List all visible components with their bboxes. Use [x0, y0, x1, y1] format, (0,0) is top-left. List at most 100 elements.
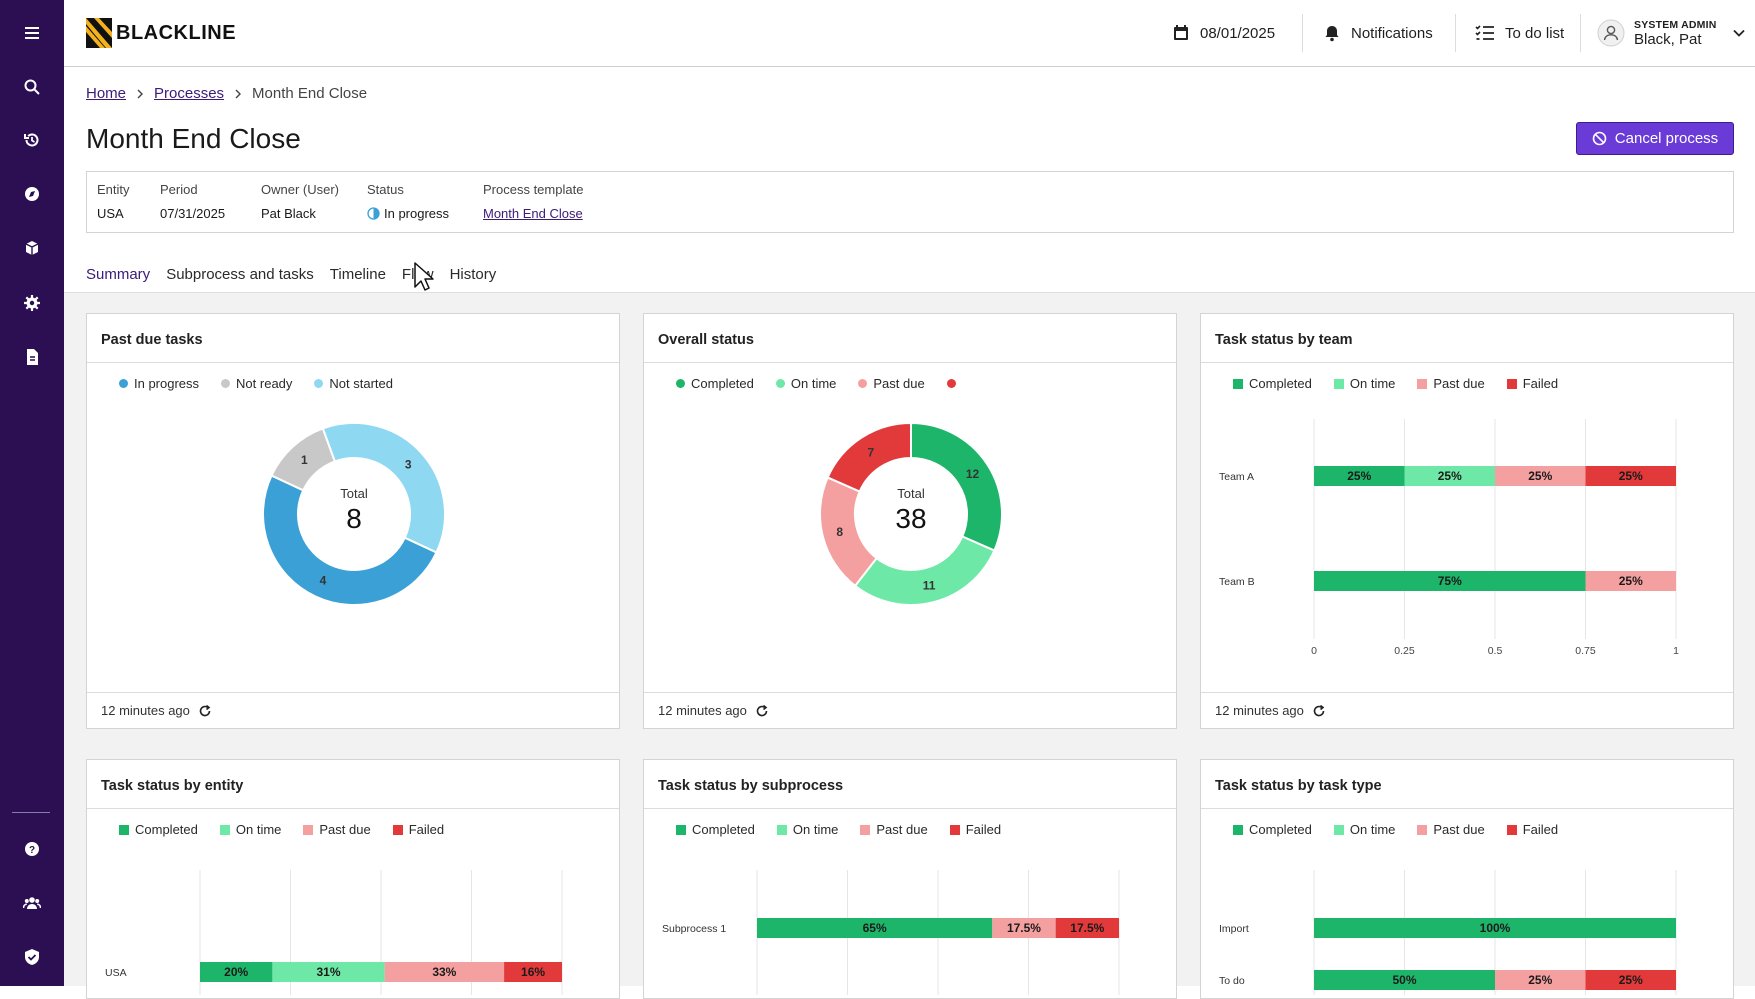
legend-item[interactable]: Failed [392, 822, 444, 837]
legend-swatch [1333, 824, 1344, 835]
card-footer: 12 minutes ago [87, 692, 619, 728]
refresh-icon[interactable] [1312, 704, 1326, 718]
bar-segment[interactable] [1585, 970, 1677, 990]
donut-chart: 4 1 3 Total 8 [262, 422, 446, 606]
legend-item[interactable]: On time [219, 822, 281, 837]
chevron-down-icon [1732, 29, 1745, 37]
bar-segment[interactable] [272, 962, 385, 982]
bar-segment[interactable] [200, 962, 273, 982]
todo-label: To do list [1505, 24, 1565, 42]
user-menu[interactable]: SYSTEM ADMIN Black, Pat [1597, 0, 1746, 66]
x-tick-label: 1 [1673, 645, 1679, 657]
legend-item[interactable]: Failed [1506, 822, 1558, 837]
bar-segment[interactable] [1314, 918, 1676, 938]
legend-swatch [1333, 378, 1344, 389]
document-icon[interactable] [18, 343, 46, 371]
breadcrumb-current: Month End Close [252, 85, 368, 102]
bar-segment[interactable] [1404, 466, 1496, 486]
legend-item[interactable]: Completed [676, 376, 754, 391]
legend-swatch [1506, 824, 1517, 835]
donut-slice[interactable] [819, 476, 879, 588]
tab-timeline[interactable]: Timeline [329, 266, 386, 283]
donut-slice[interactable] [321, 422, 446, 554]
donut-slice[interactable] [262, 474, 438, 606]
legend-item[interactable]: On time [1333, 376, 1395, 391]
legend-item[interactable]: On time [775, 376, 836, 391]
legend-label: Completed [1249, 822, 1312, 837]
breadcrumb-home[interactable]: Home [86, 85, 127, 102]
bar-segment[interactable] [1314, 466, 1405, 486]
card-title: Overall status [644, 314, 1176, 363]
stacked-bar-chart: Import 100% To do 50% 25% 25% [1219, 870, 1677, 995]
todo-list-button[interactable]: To do list [1475, 0, 1564, 66]
bar-segment[interactable] [1495, 970, 1586, 990]
gear-icon[interactable] [18, 289, 46, 317]
donut-slice[interactable] [910, 421, 1003, 552]
legend-item[interactable]: Past due [858, 376, 925, 391]
legend-item[interactable]: Failed [1506, 376, 1558, 391]
legend-item[interactable]: Past due [303, 822, 371, 837]
meta-owner-label: Owner (User) [261, 182, 340, 197]
breadcrumb-processes[interactable]: Processes [154, 85, 225, 102]
bar-segment[interactable] [384, 962, 505, 982]
legend-swatch [119, 824, 129, 835]
help-icon[interactable]: ? [18, 835, 46, 863]
legend-swatch [314, 379, 324, 388]
bar-segment[interactable] [1585, 571, 1677, 591]
cancel-process-button[interactable]: Cancel process [1576, 122, 1734, 155]
bar-segment[interactable] [504, 962, 562, 982]
bar-segment[interactable] [1495, 466, 1586, 486]
refresh-icon[interactable] [198, 704, 212, 718]
donut-slice[interactable] [853, 535, 996, 606]
legend-item[interactable]: Not ready [221, 376, 292, 391]
box-icon[interactable] [18, 234, 46, 262]
legend-item[interactable]: Completed [676, 822, 755, 837]
notifications-button[interactable]: Notifications [1323, 0, 1433, 66]
legend-swatch [1233, 378, 1243, 389]
meta-owner: Owner (User) Pat Black [261, 182, 339, 221]
legend-item[interactable]: On time [776, 822, 838, 837]
blackline-logo[interactable]: BLACKLINE [86, 18, 236, 48]
slice-label: 12 [966, 467, 980, 481]
history-icon[interactable] [18, 126, 46, 154]
bar-segment[interactable] [1314, 571, 1586, 591]
legend-item[interactable]: Completed [1233, 376, 1312, 391]
tab-history[interactable]: History [449, 266, 497, 283]
card-title: Past due tasks [87, 314, 619, 363]
tab-subprocess-and-tasks[interactable]: Subprocess and tasks [166, 266, 314, 283]
legend-item[interactable]: On time [1333, 822, 1395, 837]
donut-total-label: Total [340, 486, 368, 501]
users-icon[interactable] [18, 889, 46, 917]
legend-item[interactable]: Past due [860, 822, 928, 837]
date-picker[interactable]: 08/01/2025 [1172, 0, 1275, 66]
bar-segment[interactable] [992, 918, 1056, 938]
bar-value-label: 25% [1619, 973, 1643, 987]
bar-segment[interactable] [1055, 918, 1119, 938]
cancel-process-label: Cancel process [1614, 130, 1719, 147]
legend-item[interactable]: Completed [119, 822, 198, 837]
legend-item[interactable]: Completed [1233, 822, 1312, 837]
breadcrumb: Home Processes Month End Close [86, 85, 367, 102]
last-updated: 12 minutes ago [1215, 703, 1304, 718]
bar-segment[interactable] [1585, 466, 1677, 486]
refresh-icon[interactable] [755, 704, 769, 718]
shield-icon[interactable] [18, 943, 46, 971]
legend-label: Completed [1249, 376, 1312, 391]
legend-item[interactable] [946, 376, 962, 391]
legend-item[interactable]: Past due [1417, 376, 1485, 391]
process-template-link[interactable]: Month End Close [483, 206, 583, 221]
menu-icon[interactable] [18, 19, 46, 47]
compass-icon[interactable] [18, 180, 46, 208]
search-icon[interactable] [18, 73, 46, 101]
legend-item[interactable]: In progress [119, 376, 199, 391]
bar-value-label: 25% [1347, 469, 1371, 483]
legend-swatch [119, 379, 128, 388]
donut-slice[interactable] [826, 421, 912, 493]
legend-item[interactable]: Past due [1417, 822, 1485, 837]
bar-segment[interactable] [757, 918, 993, 938]
divider [1455, 14, 1456, 52]
legend-label: Completed [692, 822, 755, 837]
bar-segment[interactable] [1314, 970, 1495, 990]
legend-item[interactable]: Not started [314, 376, 393, 391]
legend-item[interactable]: Failed [949, 822, 1001, 837]
